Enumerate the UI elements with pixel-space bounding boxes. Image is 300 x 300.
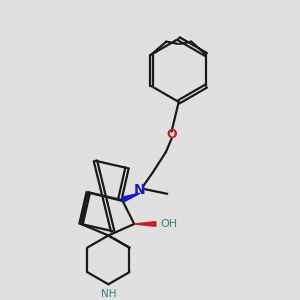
Polygon shape: [134, 222, 156, 226]
Text: O: O: [166, 128, 177, 141]
Text: NH: NH: [100, 289, 116, 298]
Text: N: N: [134, 182, 146, 197]
Polygon shape: [122, 193, 140, 202]
Text: OH: OH: [160, 219, 177, 229]
